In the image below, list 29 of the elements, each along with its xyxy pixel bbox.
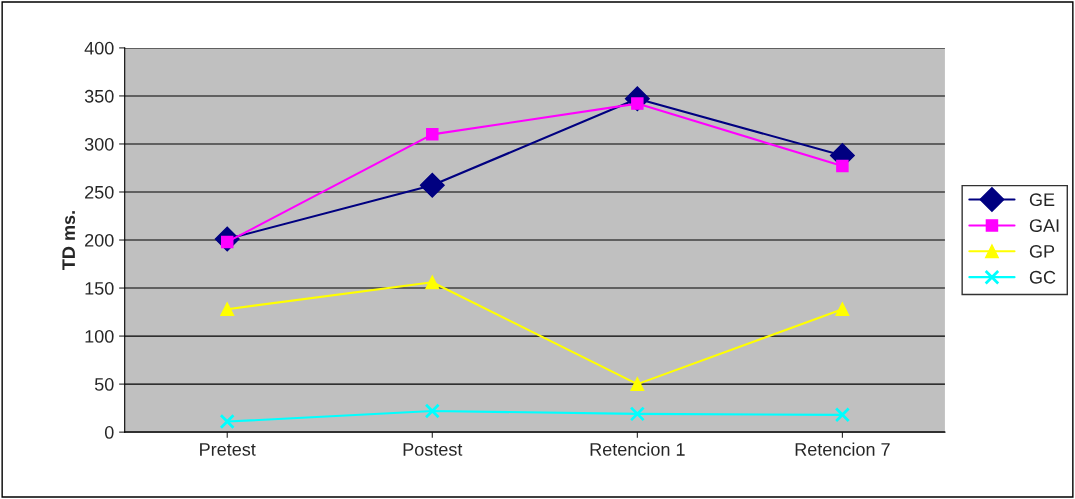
point (426, 128, 439, 141)
point (629, 406, 645, 422)
x-tick-label: Retencion 1 (590, 442, 685, 456)
legend-label: GAI (1029, 219, 1059, 232)
point (835, 302, 850, 317)
legend-label: GE (1029, 193, 1055, 207)
point (836, 159, 849, 173)
legend-label: GC (1029, 270, 1056, 284)
y-tick-label: 200 (85, 233, 114, 247)
y-tick-label: 250 (85, 185, 114, 199)
legend-label: GP (1029, 245, 1055, 258)
point (219, 413, 235, 430)
point (630, 377, 645, 392)
point (419, 172, 445, 198)
point (424, 403, 440, 419)
y-tick-label: 400 (84, 41, 114, 55)
y-tick-label: 150 (85, 281, 114, 295)
y-axis-title: TD ms. (62, 211, 76, 270)
y-tick-label: 300 (84, 137, 114, 151)
point (220, 302, 235, 317)
x-tick-label: Pretest (200, 443, 256, 456)
y-tick-label: 50 (94, 378, 114, 391)
y-tick-label: 100 (85, 330, 114, 343)
x-tick-label: Retencion 7 (795, 442, 890, 456)
x-tick-label: Postest (403, 443, 463, 456)
y-tick-label: 0 (104, 426, 114, 439)
y-tick-label: 350 (84, 89, 114, 103)
point (425, 275, 440, 290)
point (834, 407, 851, 423)
